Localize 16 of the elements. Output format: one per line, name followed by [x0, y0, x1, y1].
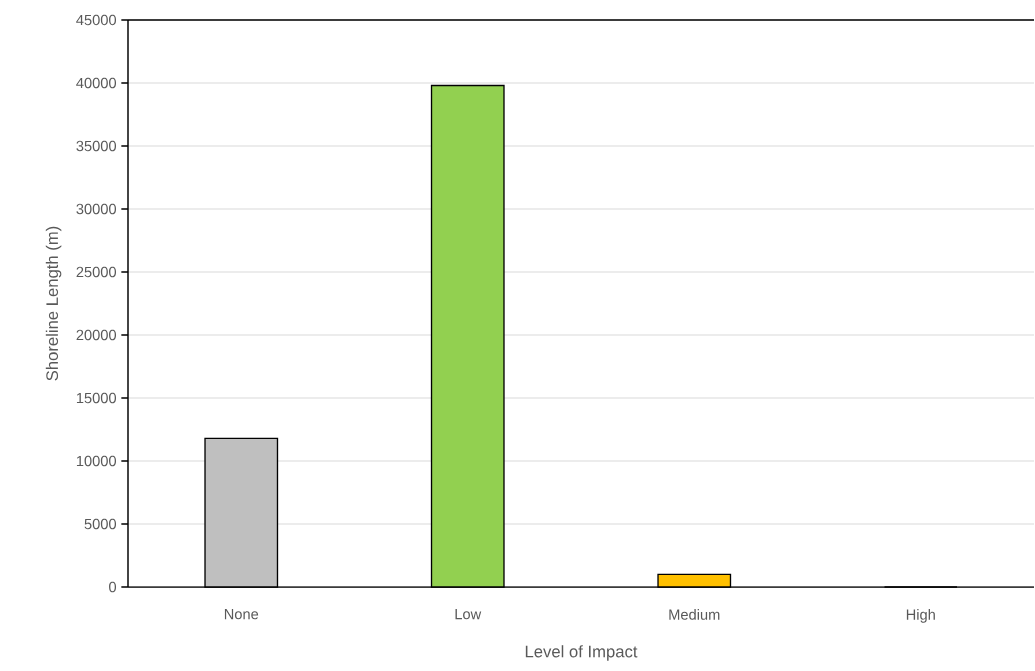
- x-tick-label: High: [906, 609, 935, 623]
- y-tick-label: 35000: [76, 140, 117, 152]
- y-tick-label: 25000: [76, 266, 117, 278]
- x-axis-title: Level of Impact: [525, 645, 638, 661]
- y-tick-label: 20000: [76, 329, 117, 341]
- y-tick-label: 0: [109, 581, 117, 593]
- x-tick-label: None: [224, 609, 259, 620]
- y-tick-label: 15000: [76, 392, 117, 404]
- y-tick-label: 5000: [84, 518, 117, 530]
- y-tick-label: 10000: [76, 455, 117, 467]
- x-tick-label: Medium: [669, 609, 720, 620]
- y-tick-label: 40000: [76, 77, 117, 89]
- x-tick-label: Low: [455, 609, 482, 620]
- y-tick-label: 30000: [76, 203, 117, 215]
- y-axis-title: Shoreline Length (m): [45, 226, 62, 381]
- y-tick-label: 45000: [76, 14, 117, 26]
